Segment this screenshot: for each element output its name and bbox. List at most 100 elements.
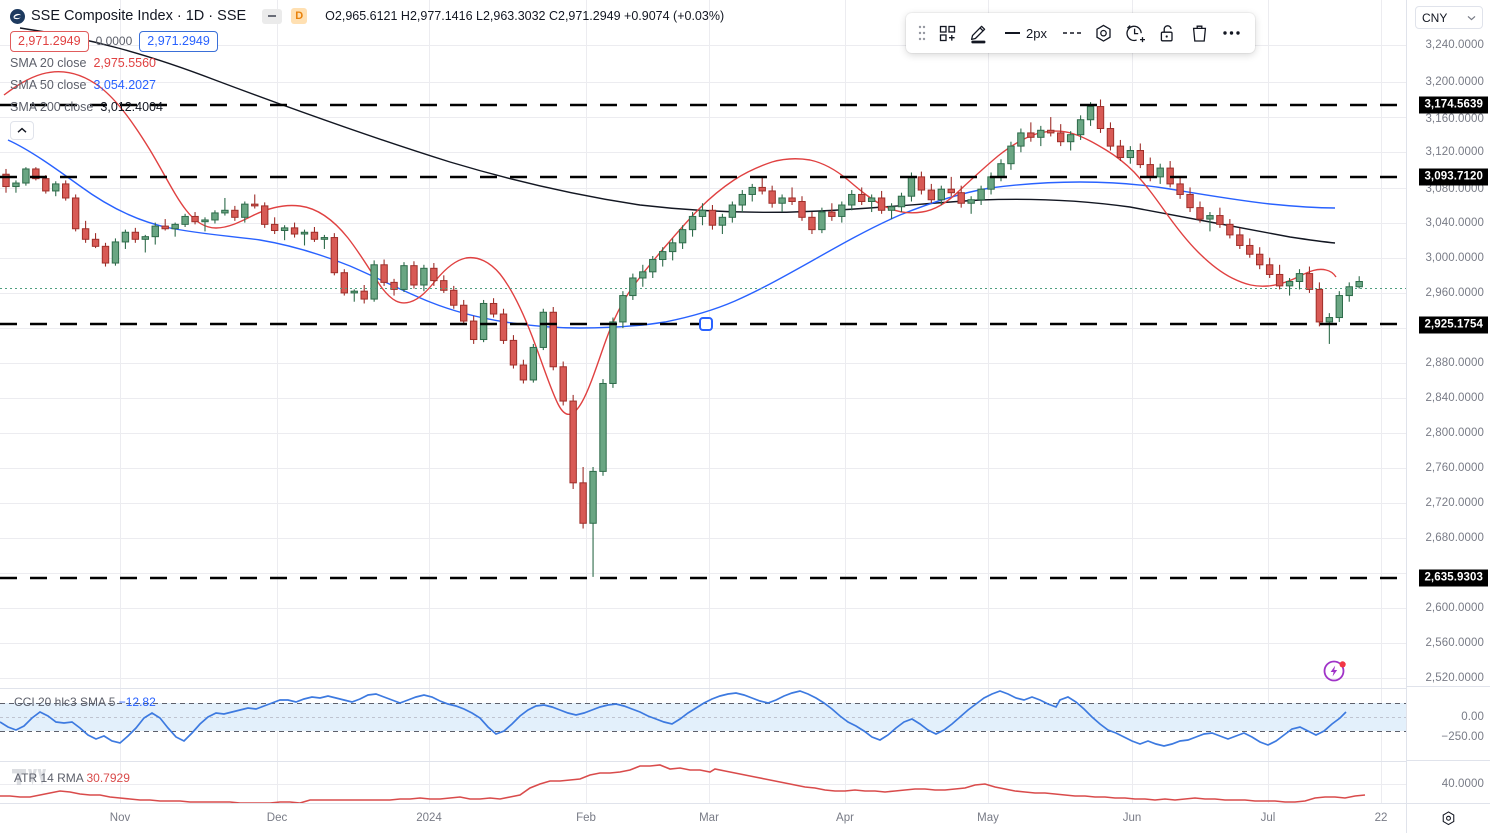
candle-body [12,182,20,188]
candle-body [609,321,617,384]
price-tag-red[interactable]: 2,971.2949 [10,30,89,52]
pencil-color-icon[interactable] [964,18,994,48]
candle-body [659,251,667,261]
cci-pane-legend[interactable]: CCI 20 hlc3 SMA 5 −12.82 [14,695,156,709]
price-axis-tick: 0.00 [1461,711,1484,723]
candle-body [1315,288,1324,323]
atr-line [0,764,1366,803]
price-tags-row: 2,971.2949 0.0000 2,971.2949 [10,30,724,52]
time-axis-tick: 2024 [416,812,442,824]
candle-body [1047,129,1055,134]
candle-body [509,339,518,366]
chevron-down-icon [1467,13,1476,23]
line-width-button[interactable]: 2px [996,18,1055,48]
settings-icon[interactable] [1089,18,1119,48]
time-axis-tick: 22 [1374,812,1388,824]
candle-body [768,190,776,204]
candle-body [897,195,906,208]
chart-canvas[interactable] [0,0,1406,803]
interval-badge[interactable]: D [291,8,308,24]
candle-body [1086,106,1095,121]
candle-body [151,225,159,238]
candle-body [62,183,70,199]
legend-collapse-button[interactable] [10,121,34,140]
candle-body [221,209,229,214]
candle-body [1246,244,1254,255]
cci-label: CCI 20 hlc3 SMA 5 [14,695,116,709]
candle-body [310,231,319,240]
time-axis[interactable]: Nov Dec 2024 Feb Mar Apr May Jun Jul 22 [0,803,1490,833]
candle-body [320,237,329,240]
time-axis-settings-icon[interactable] [1406,804,1490,833]
candle-body [1057,132,1065,143]
time-axis-tick: Nov [109,812,131,824]
drag-handle-icon[interactable] [914,18,930,48]
candle-body [937,188,945,201]
currency-select[interactable]: CNY [1415,6,1483,29]
candle-body [1116,145,1125,159]
candle-body [957,192,965,204]
candlestick-series [2,99,1363,577]
drawing-anchor-point[interactable] [699,317,713,331]
candle-body [261,205,269,225]
candle-body [838,204,846,217]
cci-pane [0,690,1406,747]
candle-body [350,290,358,294]
indicator-row-sma50[interactable]: SMA 50 close 3,054.2027 [10,74,724,96]
candle-body [649,259,657,273]
indicator-row-sma20[interactable]: SMA 20 close 2,975.5560 [10,52,724,74]
candle-body [1007,145,1015,165]
sma200-line [19,27,1336,244]
candle-body [758,186,766,192]
collapse-legend-pill[interactable] [262,8,283,24]
price-tag-blue[interactable]: 2,971.2949 [139,30,218,52]
candle-body [1076,119,1085,136]
candle-body [1186,193,1194,209]
line-style-dashed-icon[interactable] [1057,18,1087,48]
templates-icon[interactable] [932,18,962,48]
chart-plot-area[interactable] [0,0,1406,803]
delete-icon[interactable] [1185,18,1215,48]
candle-body [738,193,746,206]
candle-body [101,245,110,264]
symbol-title[interactable]: SSE Composite Index · 1D · SSE [31,8,247,24]
candle-body [529,346,538,381]
price-axis[interactable]: CNY 3,240.0000 3,200.0000 3,160.0000 3,120.… [1406,0,1490,803]
more-icon[interactable] [1217,18,1247,48]
add-alert-icon[interactable] [1121,18,1151,48]
time-axis-tick: May [977,812,999,824]
candle-body [539,311,547,348]
candle-body [1146,164,1154,178]
candle-body [201,219,209,223]
sma20-value: 2,975.5560 [93,56,156,70]
candle-body [788,197,796,202]
price-level-tag[interactable]: 3,174.5639 [1419,96,1488,114]
atr-pane-legend[interactable]: ATR 14 RMA 30.7929 [14,771,130,785]
chevron-up-icon [17,127,27,133]
ai-bolt-icon[interactable] [1322,657,1348,683]
candle-body [1096,106,1105,130]
candle-body [1325,317,1334,323]
candle-body [181,215,189,225]
price-axis-tick: 3,120.0000 [1425,146,1484,158]
candle-body [430,267,438,282]
legend-title-row[interactable]: SSE Composite Index · 1D · SSE D O2,965.… [10,6,724,26]
price-level-tag[interactable]: 2,635.9303 [1419,569,1488,587]
time-axis-tick: Jun [1122,812,1142,824]
price-axis-tick: 2,800.0000 [1425,427,1484,439]
candle-body [947,188,955,194]
candle-body [499,313,508,341]
candle-body [728,204,737,218]
price-level-tag[interactable]: 2,925.1754 [1419,316,1488,334]
currency-label: CNY [1422,10,1448,25]
price-axis-tick: 3,240.0000 [1425,39,1484,51]
candle-body [52,183,60,192]
price-axis-tick: 3,000.0000 [1425,252,1484,264]
candle-body [251,203,259,207]
indicator-row-sma200[interactable]: SMA 200 close 3,012.4004 [10,96,724,118]
price-level-tag[interactable]: 3,093.7120 [1419,168,1488,186]
candle-body [32,168,40,180]
unlock-icon[interactable] [1153,18,1183,48]
candle-body [270,223,279,232]
drawing-toolbar[interactable]: 2px [906,13,1255,53]
